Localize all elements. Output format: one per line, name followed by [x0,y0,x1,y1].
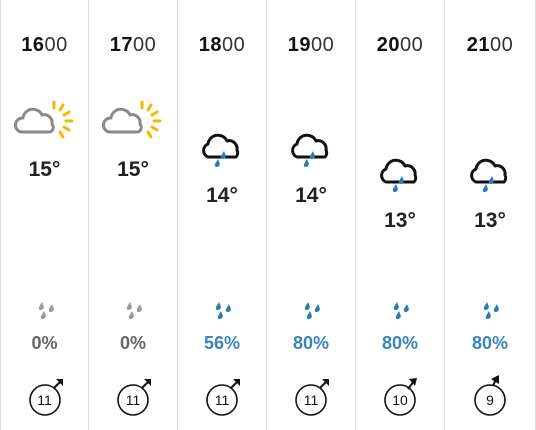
hour-label: 1900 [287,34,335,56]
sun-cloud-icon [102,100,162,139]
forecast-column[interactable]: 1900 14° 80% 11 [267,0,356,430]
temperature: 15° [28,158,61,181]
rain-cloud-icon [291,133,329,168]
temperature: 13° [474,209,506,232]
temperature: 14° [206,184,238,207]
wind-speed: 11 [125,392,141,408]
hour-label: 2000 [376,34,424,56]
wind-direction-arrow-icon [28,379,63,416]
wind-indicator: 11 [292,378,330,416]
precipitation-chance: 56% [203,333,241,353]
hour-label: 2100 [466,34,514,56]
wind-direction-arrow-icon [117,379,151,416]
forecast-column[interactable]: 1700 15° 0% 11 [89,0,178,430]
forecast-column[interactable]: 1600 15° 0% 11 [0,0,89,430]
wind-speed: 9 [486,392,494,408]
wind-indicator: 11 [26,378,64,416]
wind-indicator: 9 [471,375,509,416]
wind-speed: 11 [303,392,319,408]
wind-direction-arrow-icon [384,378,417,416]
rain-drops-icon [38,302,54,320]
wind-direction-arrow-icon [295,379,329,416]
wind-indicator: 10 [381,378,419,416]
temperature: 15° [117,158,149,181]
wind-direction-arrow-icon [206,379,240,416]
rain-drops-icon [304,302,320,320]
wind-indicator: 11 [114,378,152,416]
wind-indicator: 11 [203,378,241,416]
precipitation-chance: 80% [381,333,419,353]
precipitation-chance: 0% [31,333,58,353]
rain-drops-icon [126,302,142,320]
rain-drops-icon [483,302,499,320]
hour-label: 1700 [109,34,157,56]
hour-label: 1600 [21,34,68,56]
temperature: 13° [384,209,416,232]
precipitation-chance: 80% [292,333,330,353]
wind-speed: 10 [392,392,408,408]
rain-drops-icon [215,302,231,320]
rain-cloud-icon [202,133,240,168]
wind-speed: 11 [214,392,230,408]
wind-speed: 11 [37,392,52,408]
wind-direction-arrow-icon [474,375,506,416]
hour-label: 1800 [198,34,246,56]
precipitation-chance: 0% [119,333,146,353]
forecast-column[interactable]: 1800 14° 56% 11 [178,0,267,430]
precipitation-chance: 80% [471,333,509,353]
forecast-column[interactable]: 2100 13° 80% 9 [445,0,536,430]
rain-drops-icon [393,302,409,320]
rain-cloud-icon [470,158,508,193]
sun-cloud-icon [13,100,73,139]
forecast-column[interactable]: 2000 13° 80% 10 [356,0,445,430]
temperature: 14° [295,184,327,207]
rain-cloud-icon [380,158,418,193]
